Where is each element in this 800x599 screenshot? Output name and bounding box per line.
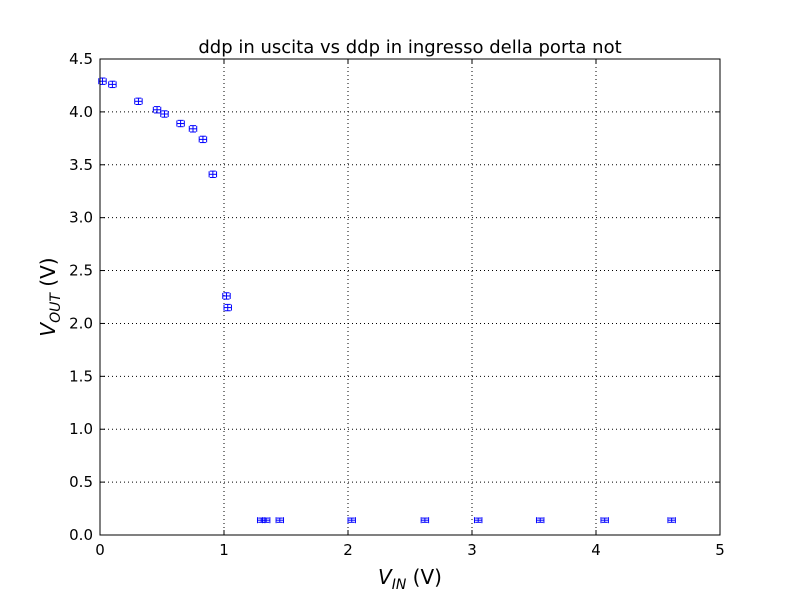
data-point [198,135,208,144]
y-axis-subscript: OUT [48,292,64,323]
data-point [160,110,169,118]
y-tick-label: 3.0 [69,209,93,227]
y-axis-unit: (V) [36,257,60,293]
y-tick-label: 3.5 [69,156,93,174]
x-tick-label: 1 [219,541,229,559]
x-axis-symbol: V [378,565,393,589]
y-tick-label: 4.5 [69,50,93,68]
data-point [473,517,483,524]
x-axis-unit: (V) [406,565,442,589]
data-point [600,517,609,524]
data-point [223,303,232,312]
x-tick-label: 3 [467,541,477,559]
y-axis-symbol: V [36,322,60,337]
x-tick-label: 4 [591,541,601,559]
data-point [188,125,198,133]
y-tick-label: 2.5 [69,262,93,280]
grid-lines [100,59,720,535]
x-tick-label: 0 [95,541,105,559]
data-point [420,517,430,524]
data-point [261,517,271,524]
y-tick-label: 0.5 [69,473,93,491]
data-point [134,97,143,105]
data-point [222,292,231,300]
x-tick-label: 5 [715,541,725,559]
data-point [347,517,356,524]
y-tick-label: 2.0 [69,314,93,332]
data-point [108,80,117,89]
data-point [176,119,185,128]
y-axis-label: VOUT (V) [36,257,64,336]
x-axis-subscript: IN [392,577,407,593]
y-tick-label: 1.5 [69,367,93,385]
data-points [98,77,676,524]
data-point [535,517,545,524]
chart-title: ddp in uscita vs ddp in ingresso della p… [198,37,621,58]
y-tick-label: 0.0 [69,526,93,544]
data-point [208,170,218,178]
y-tick-label: 1.0 [69,420,93,438]
x-axis-label: VIN (V) [378,565,442,593]
y-tick-label: 4.0 [69,103,93,121]
data-point [667,517,676,524]
data-point [275,517,285,524]
axis-ticks: 0 1 2 3 4 5 0.0 0.5 1.0 1.5 2.0 2.5 3.0 3.5 4.0 4.5 [69,50,725,559]
data-point [152,106,162,114]
x-tick-label: 2 [343,541,353,559]
plot-frame [99,58,721,536]
